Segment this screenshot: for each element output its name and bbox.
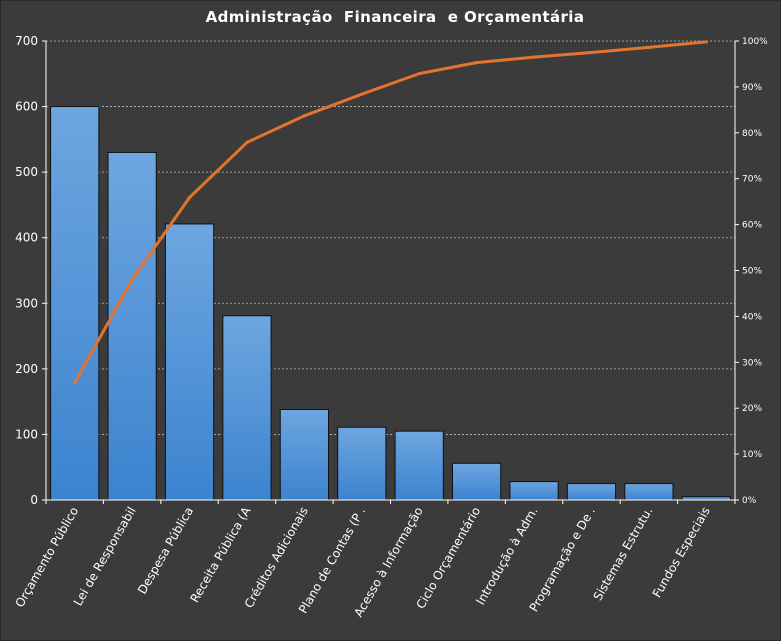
- x-tick-label: Programação e De .: [527, 505, 598, 615]
- cumulative-point-12: [704, 40, 708, 44]
- bar-10: [566, 483, 617, 501]
- x-tick-label: Créditos Adicionais: [242, 505, 311, 611]
- cumulative-point-8: [475, 60, 479, 65]
- y-tick-label: 600: [15, 100, 38, 114]
- y2-tick-label: 80%: [742, 129, 762, 139]
- y-tick-label: 100: [15, 427, 38, 441]
- x-tick-label: Ciclo Orçamentário: [413, 505, 483, 612]
- gridlines: [46, 40, 735, 435]
- chart-title: Administração Financeira e Orçamentária: [206, 8, 585, 26]
- cumulative-point-4: [245, 140, 249, 145]
- y-tick-label: 500: [15, 165, 38, 179]
- y2-tick-label: 90%: [742, 83, 762, 93]
- cumulative-point-1: [73, 381, 77, 385]
- bar-3: [164, 223, 215, 501]
- x-tick-label: Orçamento Público: [12, 505, 81, 610]
- y2-tick-label: 40%: [742, 312, 762, 322]
- y2-axis-ticks: 0% 10% 20% 30% 40% 50% 60% 70% 80% 90% 100%: [735, 37, 768, 506]
- bar-2: [107, 151, 157, 501]
- bars: [50, 106, 731, 501]
- y2-tick-label: 0%: [742, 496, 757, 506]
- y2-tick-label: 100%: [742, 37, 768, 47]
- y-tick-label: 200: [15, 362, 38, 376]
- x-tick-label: Sistemas Estrutu.: [591, 505, 656, 603]
- y2-tick-label: 30%: [742, 358, 762, 368]
- bar-7: [394, 430, 444, 501]
- cumulative-point-7: [417, 71, 421, 76]
- y-tick-label: 0: [30, 493, 38, 507]
- x-tick-label: Despesa Pública: [135, 505, 196, 597]
- cumulative-point-5: [302, 114, 306, 118]
- bar-4: [222, 315, 272, 501]
- cumulative-point-9: [532, 55, 536, 59]
- cumulative-point-10: [589, 50, 594, 55]
- y2-tick-label: 50%: [742, 267, 762, 277]
- bar-8: [452, 462, 502, 501]
- cumulative-point-6: [360, 92, 364, 96]
- x-tick-label: Lei de Responsabil: [71, 505, 139, 609]
- y2-tick-label: 70%: [742, 175, 762, 185]
- x-tick-label: Fundos Especiais: [650, 505, 713, 600]
- x-tick-label: Introdução à Adm.: [473, 505, 540, 608]
- x-tick-label: Receita Pública (A: [187, 504, 253, 605]
- bar-1: [50, 106, 100, 501]
- bar-5: [279, 409, 329, 501]
- cumulative-point-11: [647, 45, 651, 50]
- x-tick-label: Plano de Contas (P .: [296, 505, 368, 616]
- bar-9: [509, 481, 559, 501]
- y-tick-label: 300: [15, 296, 38, 310]
- cumulative-line: [73, 40, 708, 385]
- y2-tick-label: 20%: [742, 404, 762, 414]
- bar-6: [337, 426, 387, 501]
- cumulative-point-3: [187, 195, 192, 200]
- y2-tick-label: 60%: [742, 221, 762, 231]
- y-axis-ticks: 0 100 200 300 400 500 600 700: [15, 34, 46, 507]
- bar-11: [624, 483, 674, 501]
- cumulative-percent-line: [73, 40, 708, 385]
- y-tick-label: 400: [15, 231, 38, 245]
- cumulative-point-2: [130, 278, 134, 282]
- y2-tick-label: 10%: [742, 450, 762, 460]
- y-tick-label: 700: [15, 34, 38, 48]
